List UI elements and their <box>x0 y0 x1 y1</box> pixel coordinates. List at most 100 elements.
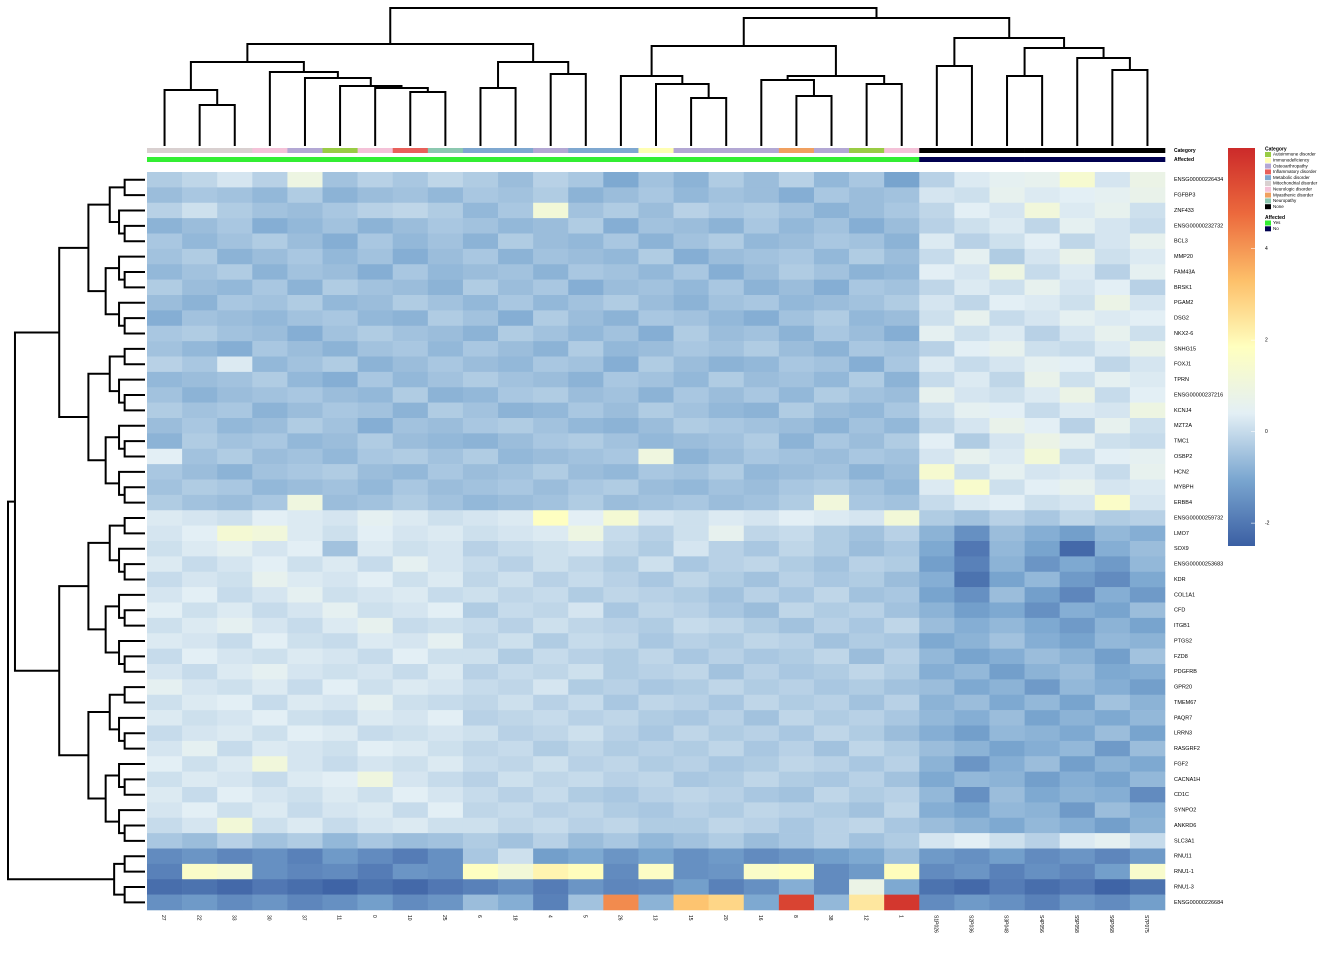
heatmap-cell <box>287 833 323 849</box>
heatmap-cell <box>673 279 709 296</box>
heatmap-cell <box>1024 310 1060 327</box>
heatmap-cell <box>252 325 288 342</box>
heatmap-cell <box>1059 479 1096 496</box>
heatmap-cell <box>427 787 464 803</box>
heatmap-cell <box>1024 664 1060 680</box>
heatmap-cell <box>919 479 955 496</box>
annotation-cell <box>1129 148 1166 153</box>
heatmap-cell <box>427 202 464 219</box>
heatmap-cell <box>708 617 745 634</box>
heatmap-cell <box>182 664 218 680</box>
heatmap-cell <box>884 633 920 649</box>
heatmap-cell <box>427 725 464 742</box>
heatmap-cell <box>357 694 394 711</box>
heatmap-cell <box>357 740 394 757</box>
heatmap-cell <box>954 633 990 649</box>
heatmap-cell <box>954 510 990 526</box>
heatmap-cell <box>673 325 709 342</box>
heatmap-cell <box>217 694 253 711</box>
heatmap-cell <box>568 725 604 742</box>
heatmap-cell <box>498 787 534 803</box>
heatmap-cell <box>778 556 815 573</box>
heatmap-cell <box>568 325 604 342</box>
heatmap-cell <box>427 172 464 188</box>
heatmap-cell <box>252 295 288 311</box>
heatmap-cell <box>462 771 499 788</box>
column-label: S5P058 <box>1073 915 1079 933</box>
heatmap-cell <box>357 387 394 403</box>
heatmap-cell <box>287 587 323 603</box>
heatmap-cell <box>252 494 288 511</box>
annotation-cell <box>603 157 639 162</box>
heatmap-cell <box>884 863 920 880</box>
heatmap-cell <box>919 464 955 480</box>
heatmap-cell <box>357 679 394 696</box>
heatmap-cell <box>182 356 218 373</box>
heatmap-cell <box>743 571 780 588</box>
row-label: CD1C <box>1174 792 1189 798</box>
heatmap-cell <box>1024 756 1060 772</box>
heatmap-cell <box>849 664 885 680</box>
heatmap-cell <box>322 325 358 342</box>
row-label: ANKRD6 <box>1174 823 1196 829</box>
heatmap-cell <box>954 464 990 480</box>
heatmap-cell <box>954 756 990 772</box>
heatmap-cell <box>1094 510 1131 526</box>
heatmap-cell <box>287 771 323 788</box>
heatmap-cell <box>743 202 780 219</box>
heatmap-cell <box>708 587 745 603</box>
heatmap-cell <box>954 710 990 726</box>
heatmap-cell <box>884 756 920 772</box>
heatmap-cell <box>603 541 639 557</box>
heatmap-cell <box>1094 541 1131 557</box>
heatmap-cell <box>743 402 780 419</box>
heatmap-cell <box>884 479 920 496</box>
heatmap-cell <box>147 633 183 649</box>
annotation-cell <box>673 157 709 162</box>
column-label: 27 <box>160 915 166 921</box>
heatmap-cell <box>392 325 429 342</box>
heatmap-cell <box>427 587 464 603</box>
heatmap-cell <box>849 587 885 603</box>
heatmap-cell <box>1094 725 1131 742</box>
heatmap-cell <box>638 464 674 480</box>
heatmap-cell <box>392 740 429 757</box>
heatmap-cell <box>568 464 604 480</box>
heatmap-cell <box>498 740 534 757</box>
heatmap-cell <box>217 264 253 280</box>
heatmap-cell <box>849 418 885 434</box>
heatmap-cell <box>919 571 955 588</box>
heatmap-cell <box>1094 602 1131 619</box>
heatmap-cell <box>1024 879 1060 895</box>
heatmap-cell <box>392 817 429 834</box>
row-label: LMO7 <box>1174 531 1189 537</box>
annotation-cell <box>357 148 394 153</box>
heatmap-cell <box>743 633 780 649</box>
heatmap-cell <box>182 295 218 311</box>
row-label: TMC1 <box>1174 439 1189 445</box>
heatmap-cell <box>147 802 183 819</box>
heatmap-cell <box>919 725 955 742</box>
heatmap-cell <box>1094 848 1131 865</box>
heatmap-cell <box>1129 787 1166 803</box>
heatmap-cell <box>498 771 534 788</box>
heatmap-cell <box>147 295 183 311</box>
heatmap-cell <box>533 418 569 434</box>
heatmap-cell <box>708 387 745 403</box>
heatmap-cell <box>638 894 674 911</box>
legend-swatch <box>1265 163 1271 169</box>
heatmap-cell <box>849 863 885 880</box>
heatmap-cell <box>743 541 780 557</box>
heatmap-cell <box>568 310 604 327</box>
heatmap-cell <box>849 279 885 296</box>
heatmap-cell <box>287 848 323 865</box>
heatmap-cell <box>1059 510 1096 526</box>
heatmap-cell <box>849 787 885 803</box>
row-label: FGFBP3 <box>1174 193 1195 199</box>
heatmap-cell <box>954 387 990 403</box>
heatmap-cell <box>638 218 674 234</box>
heatmap-cell <box>427 771 464 788</box>
row-label: TMEM67 <box>1174 700 1196 706</box>
legend-swatch <box>1265 226 1271 232</box>
heatmap-cell <box>954 341 990 357</box>
